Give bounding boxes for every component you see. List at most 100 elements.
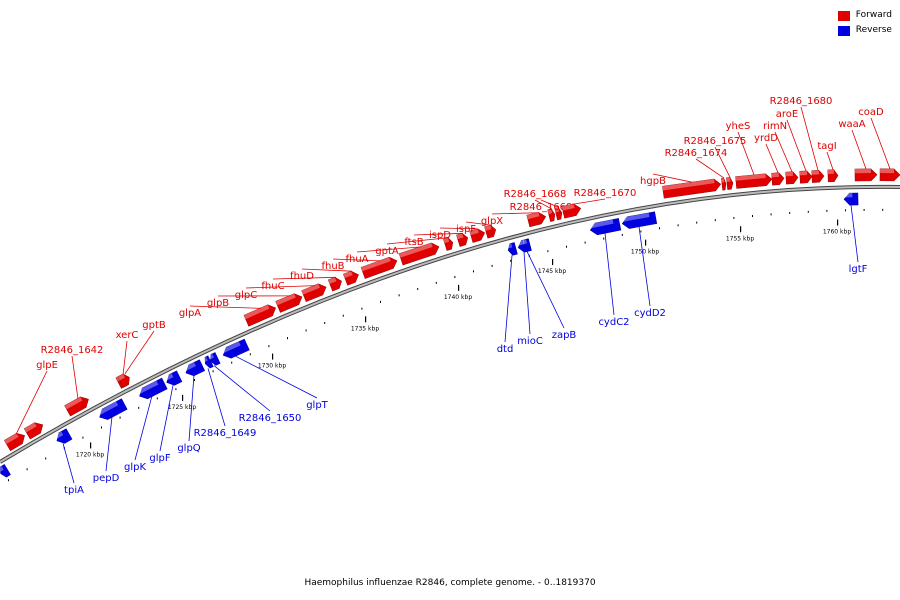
backbone-line (0, 185, 900, 463)
gene-arrow-yheS (735, 173, 773, 189)
gene-label-yrdD: yrdD (754, 133, 778, 144)
ruler-major-tick (272, 353, 274, 360)
gene-label-R2846_1668: R2846_1668 (504, 189, 567, 200)
gene-label-glpE: glpE (36, 360, 58, 371)
gene-arrow-glpF (164, 370, 183, 386)
gene-arrow-cydC2 (589, 218, 622, 236)
gene-label-coaD-leader (870, 117, 891, 170)
ruler-minor-tick (714, 219, 716, 222)
gene-label-glpK-leader (134, 395, 153, 461)
ruler-minor-tick (510, 259, 512, 262)
gene-label-xerC-leader (122, 340, 128, 375)
ruler-minor-tick (733, 216, 735, 219)
gene-label-tpiA: tpiA (64, 485, 84, 496)
ruler-major-tick (837, 219, 839, 226)
backbone (0, 184, 900, 464)
gene-arrow-glpT (220, 338, 250, 359)
ruler-minor-tick (770, 213, 772, 216)
ruler-minor-tick (380, 300, 381, 303)
gene-label-mioC-leader (523, 252, 531, 335)
gene-label-cydC2-leader (604, 233, 615, 316)
ruler-minor-tick (305, 329, 307, 332)
gene-label-glpA-leader (189, 305, 262, 309)
gene-label-xerC: xerC (116, 330, 139, 341)
gene-label-R2846_1670: R2846_1670 (574, 188, 637, 199)
ruler-minor-tick (231, 361, 233, 364)
gene-label-yheS: yheS (726, 121, 751, 132)
ruler-minor-tick (807, 210, 809, 213)
ruler-minor-tick (603, 237, 605, 240)
gene-arrow-fhuA (398, 242, 440, 266)
gene-label-R2846_1670-leader (571, 198, 606, 205)
gene-label-fhuA-leader (356, 246, 421, 253)
ruler-minor-tick (454, 275, 456, 278)
ruler-tick-label: 1725 kbp (168, 404, 196, 411)
ruler-minor-tick (491, 264, 493, 267)
gene-label-fhuD-leader (301, 268, 353, 272)
gene-label-glpA: glpA (179, 308, 201, 319)
gene-arrow-gptB (117, 373, 130, 388)
gene-arrow-hgpB (662, 178, 722, 199)
ruler-minor-tick (584, 241, 586, 244)
gene-label-fhuC: fhuC (261, 281, 284, 292)
ruler-minor-tick (435, 281, 437, 284)
ruler-major-tick (645, 239, 647, 246)
gene-label-tagI-leader (826, 151, 834, 170)
gene-arrow-R2846_1650 (207, 352, 221, 366)
gene-arrow-glpK (136, 377, 168, 400)
gene-label-R2846_1642-leader (71, 355, 79, 400)
gene-arrow-R2846_1668 (547, 208, 556, 222)
gene-arrow-cydD2 (621, 211, 658, 229)
ruler-minor-tick (101, 426, 102, 429)
gene-label-zapB-leader (526, 251, 565, 329)
ruler-minor-tick (8, 479, 9, 482)
ruler-tick-label: 1755 kbp (726, 235, 754, 242)
gene-label-hgpB: hgpB (640, 176, 666, 187)
ruler-minor-tick (156, 397, 158, 400)
ruler-minor-tick (863, 208, 865, 211)
gene-label-aroE: aroE (776, 109, 798, 120)
gene-label-R2846_1680-leader (800, 106, 819, 171)
gene-label-dtd-leader (504, 255, 513, 343)
gene-label-glpT: glpT (306, 400, 328, 411)
gene-label-R2846_1669: R2846_1669 (510, 202, 573, 213)
ruler-major-tick (552, 259, 554, 266)
gene-label-fhuD: fhuD (290, 271, 314, 282)
gene-arrow-lgtF (843, 192, 859, 206)
gene-arrow-yrdD (771, 172, 785, 186)
ruler-minor-tick (473, 270, 474, 273)
gene-label-hgpB-leader (652, 173, 693, 183)
gene-label-R2846_1674-leader (695, 158, 725, 179)
gene-label-ispF: ispF (456, 224, 476, 235)
gene-label-aroE-leader (786, 119, 807, 172)
legend-label-reverse: Reverse (855, 25, 892, 35)
ruler-minor-tick (398, 294, 400, 297)
ruler-minor-tick (826, 209, 828, 212)
gene-label-cydD2: cydD2 (634, 308, 666, 319)
ruler-tick-label: 1730 kbp (258, 363, 286, 370)
gene-label-ispD-leader (439, 227, 479, 230)
gene-arrow-glpE (3, 433, 25, 452)
gene-arrow-R2846_1649 (202, 355, 214, 369)
gene-label-lgtF-leader (850, 205, 859, 263)
gene-label-yheS-leader (737, 131, 755, 175)
ruler: 1720 kbp 1725 kbp 1730 kbp 1735 kbp 1740 kbp… (8, 208, 884, 482)
gene-arrow-glpC (301, 283, 327, 303)
ruler-minor-tick (640, 230, 642, 233)
gene-label-R2846_1674: R2846_1674 (665, 148, 728, 159)
gene-label-R2846_1649: R2846_1649 (194, 428, 257, 439)
gene-arrow-dtd (506, 242, 518, 256)
gene-label-fhuA: fhuA (345, 254, 368, 265)
gene-label-R2846_1675-leader (714, 146, 731, 178)
gene-label-cydD2-leader (638, 226, 651, 307)
ruler-tick-label: 1740 kbp (444, 294, 472, 301)
gene-label-R2846_1642: R2846_1642 (41, 345, 104, 356)
ruler-minor-tick (677, 224, 679, 227)
ruler-major-tick (740, 226, 742, 233)
gene-arrow-gptA (443, 237, 454, 251)
gene-arrow-R2846_1675 (726, 177, 734, 190)
ruler-tick-label: 1720 kbp (76, 451, 104, 458)
ruler-tick-label: 1735 kbp (351, 325, 379, 332)
